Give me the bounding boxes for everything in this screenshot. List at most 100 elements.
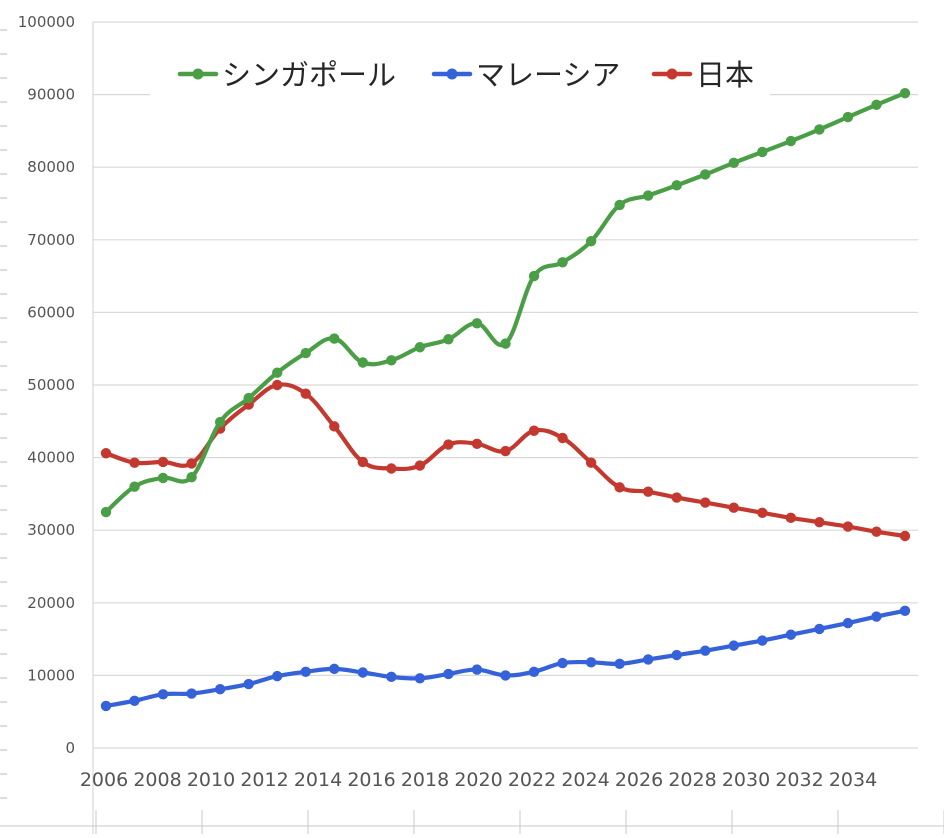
x-tick-label: 2028 xyxy=(668,769,716,791)
x-tick-label: 2010 xyxy=(187,769,235,791)
data-point xyxy=(614,658,625,669)
x-tick-label: 2032 xyxy=(775,769,823,791)
data-point xyxy=(129,481,140,492)
data-point xyxy=(871,99,882,110)
x-tick-label: 2020 xyxy=(454,769,502,791)
legend-marker xyxy=(192,68,204,80)
data-point xyxy=(157,472,169,484)
data-point xyxy=(443,439,454,450)
data-point xyxy=(186,472,197,483)
data-point xyxy=(329,421,340,432)
data-point xyxy=(272,670,283,682)
data-point xyxy=(471,664,483,675)
legend-item: シンガポール xyxy=(177,58,396,92)
y-tick-label: 50000 xyxy=(27,376,75,394)
legend-label: マレーシア xyxy=(476,58,620,92)
data-point xyxy=(842,617,854,629)
data-point xyxy=(785,629,797,640)
data-point xyxy=(728,640,739,651)
legend-marker xyxy=(666,68,678,80)
data-point xyxy=(157,689,169,700)
data-point xyxy=(186,688,197,699)
y-axis-tick-labels: 0 10000 20000 30000 40000 50000 60000 70000 8000… xyxy=(18,13,75,757)
data-point xyxy=(814,517,825,528)
data-point xyxy=(814,124,825,135)
data-point xyxy=(414,342,426,353)
data-point xyxy=(557,657,568,669)
y-tick-label: 40000 xyxy=(27,449,75,467)
x-axis-tick-labels: 2006 2008 2010 2012 2014 2016 2018 2020 2022 2024… xyxy=(80,769,877,791)
x-tick-label: 2026 xyxy=(615,769,663,791)
y-tick-label: 60000 xyxy=(27,303,75,321)
data-point xyxy=(357,456,369,468)
data-point xyxy=(700,645,711,656)
data-point xyxy=(585,236,597,247)
data-point xyxy=(243,678,254,690)
data-point xyxy=(842,521,854,532)
data-point xyxy=(157,456,169,468)
legend-marker xyxy=(446,68,458,80)
data-point xyxy=(243,392,254,404)
data-point xyxy=(642,486,654,497)
x-tick-label: 2022 xyxy=(508,769,556,791)
x-tick-label: 2034 xyxy=(829,769,877,791)
x-tick-label: 2012 xyxy=(240,769,288,791)
left-ruler-marks xyxy=(0,29,7,799)
data-point xyxy=(443,668,454,680)
bottom-axis-ticks xyxy=(0,810,944,834)
data-point xyxy=(642,190,654,201)
data-point xyxy=(471,438,483,450)
x-tick-label: 2014 xyxy=(294,769,342,791)
x-tick-label: 2018 xyxy=(401,769,449,791)
y-tick-label: 20000 xyxy=(27,594,75,612)
data-point xyxy=(300,347,311,359)
data-point xyxy=(614,482,625,493)
data-point xyxy=(671,180,682,191)
data-point xyxy=(528,270,540,282)
y-tick-label: 10000 xyxy=(27,666,75,684)
data-point xyxy=(642,654,654,665)
data-point xyxy=(757,507,768,518)
data-point xyxy=(272,379,283,391)
y-tick-label: 80000 xyxy=(27,158,75,176)
data-point xyxy=(842,111,854,123)
data-point xyxy=(557,432,568,444)
data-point xyxy=(500,445,511,457)
legend-label: シンガポール xyxy=(222,58,396,92)
data-point xyxy=(443,334,454,345)
data-point xyxy=(814,623,825,635)
x-tick-label: 2008 xyxy=(133,769,181,791)
legend-item: マレーシア xyxy=(431,58,620,92)
data-point xyxy=(700,497,711,508)
x-tick-label: 2030 xyxy=(722,769,770,791)
data-point xyxy=(214,683,226,695)
x-tick-label: 2024 xyxy=(561,769,609,791)
data-point xyxy=(100,700,112,712)
gridlines xyxy=(92,21,918,834)
data-point xyxy=(757,146,768,158)
data-point xyxy=(386,671,397,683)
x-tick-label: 2016 xyxy=(347,769,395,791)
data-point xyxy=(500,338,511,349)
data-point xyxy=(300,388,311,399)
data-point xyxy=(528,425,540,436)
data-point xyxy=(300,666,311,677)
data-point xyxy=(585,657,597,668)
data-point xyxy=(129,457,140,468)
data-point xyxy=(100,506,112,518)
data-point xyxy=(329,663,340,675)
data-point xyxy=(357,357,369,368)
data-point xyxy=(329,333,340,344)
data-point xyxy=(272,367,283,378)
legend-label: 日本 xyxy=(696,58,754,92)
data-point xyxy=(186,458,197,469)
data-point xyxy=(785,135,797,147)
data-point xyxy=(471,318,483,329)
y-tick-label: 30000 xyxy=(27,521,75,539)
data-point xyxy=(386,463,397,474)
data-point xyxy=(100,448,112,459)
data-point xyxy=(785,512,797,524)
